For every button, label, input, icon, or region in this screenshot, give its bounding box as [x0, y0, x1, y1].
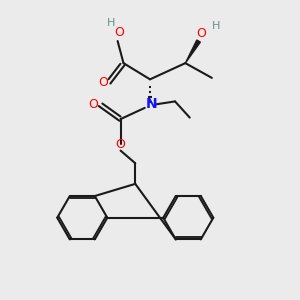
Text: N: N	[146, 98, 157, 111]
Text: O: O	[116, 138, 125, 151]
Text: O: O	[98, 76, 108, 89]
Text: O: O	[196, 27, 206, 40]
Text: O: O	[114, 26, 124, 39]
Text: O: O	[88, 98, 98, 111]
Polygon shape	[185, 40, 200, 63]
Text: H: H	[212, 21, 220, 31]
Text: H: H	[107, 18, 115, 28]
